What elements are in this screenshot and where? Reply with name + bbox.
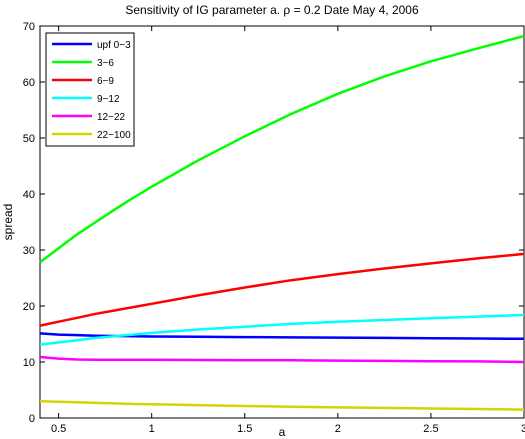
y-axis-label: spread xyxy=(1,204,15,241)
series-line xyxy=(39,313,525,346)
x-tick-label: 2.5 xyxy=(423,423,438,435)
legend-entry: 22−100 xyxy=(97,130,131,141)
y-tick-label: 70 xyxy=(23,21,35,33)
y-tick-label: 60 xyxy=(23,77,35,89)
chart-title: Sensitivity of IG parameter a. ρ = 0.2 D… xyxy=(125,3,419,17)
x-tick-label: 0.5 xyxy=(51,423,66,435)
x-tick-label: 2 xyxy=(335,423,341,435)
series-line xyxy=(39,355,525,364)
legend-entry: 3−6 xyxy=(97,58,114,69)
legend: upf 0−3 3−6 6−9 9−12 12−22 22−100 xyxy=(45,32,135,147)
x-tick-label: 1 xyxy=(149,423,155,435)
series-line xyxy=(39,399,525,411)
y-tick-label: 50 xyxy=(23,133,35,145)
legend-entry: 9−12 xyxy=(97,94,120,105)
series-lines xyxy=(39,34,525,411)
legend-entry: 6−9 xyxy=(97,76,114,87)
y-tick-label: 30 xyxy=(23,245,35,257)
series-line xyxy=(39,252,525,327)
series-line xyxy=(39,332,525,341)
legend-entry: 12−22 xyxy=(97,112,126,123)
x-tick-label: 3 xyxy=(521,423,525,435)
x-axis-label: a xyxy=(279,425,286,439)
y-tick-label: 0 xyxy=(29,413,35,425)
legend-box xyxy=(45,32,135,147)
y-tick-label: 10 xyxy=(23,357,35,369)
legend-entry: upf 0−3 xyxy=(97,40,131,51)
series-line xyxy=(39,34,525,264)
y-tick-label: 40 xyxy=(23,189,35,201)
y-tick-label: 20 xyxy=(23,301,35,313)
x-tick-label: 1.5 xyxy=(237,423,252,435)
